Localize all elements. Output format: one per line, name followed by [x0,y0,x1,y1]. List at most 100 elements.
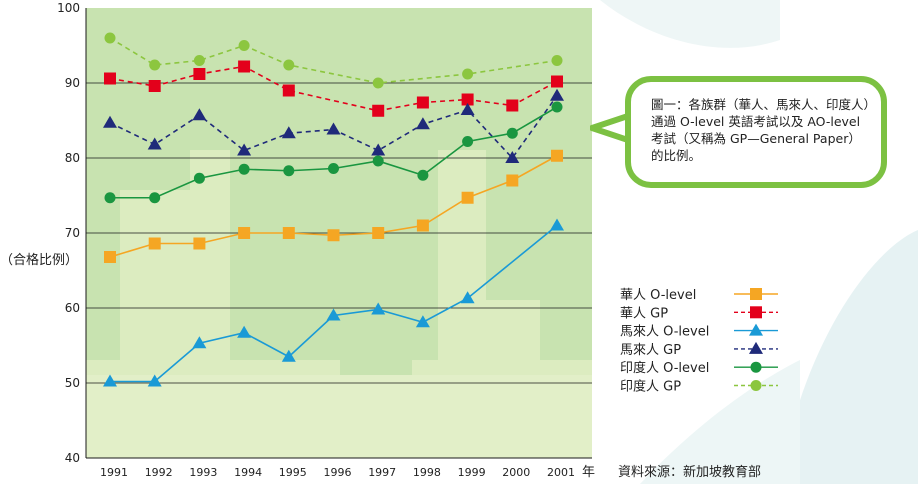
data-point [506,127,518,139]
data-point [551,55,563,66]
data-point [193,55,205,66]
data-point [149,192,161,204]
data-point [238,60,251,73]
data-point [416,96,429,109]
data-point [462,68,474,80]
data-point [551,101,563,113]
callout-note: 圖一：各族群（華人、馬來人、印度人）通過 O-level 英語考試以及 AO-l… [625,76,887,188]
data-point [148,237,161,250]
x-tick-label: 1997 [368,466,396,479]
x-tick-label: 1991 [100,466,128,479]
data-point [281,349,296,362]
data-point [103,115,117,128]
legend-label: 印度人 O-level [620,360,709,376]
data-point [238,227,251,239]
data-point [550,218,564,231]
data-point [372,104,385,117]
data-point [415,315,430,328]
data-point [193,68,206,80]
legend: 華人 O-level 華人 GP 馬來人 O-level 馬來人 GP 印度人 O-le… [620,288,778,395]
x-tick-label: 1993 [189,466,217,479]
data-point [238,163,250,175]
data-point [283,165,295,177]
y-tick-label: 80 [65,151,80,165]
y-tick-label: 90 [65,76,80,90]
data-point [460,103,475,115]
legend-marker [750,380,762,391]
data-point [372,77,384,89]
data-point [192,108,207,121]
data-point [462,136,474,147]
data-point [326,122,341,135]
data-point [506,174,519,187]
x-tick-label: 1995 [279,466,307,479]
y-tick-label: 50 [65,376,80,390]
x-tick-label: 1998 [413,466,441,479]
x-tick-label: 2001 [547,466,575,479]
x-tick-label: 1996 [324,466,352,479]
y-axis-ticks: 40 50 60 70 80 90 100 [57,1,80,465]
data-point [417,169,429,181]
data-point [461,191,474,204]
data-point [461,93,474,106]
data-point [326,308,341,321]
y-tick-label: 40 [65,451,80,465]
legend-marker [749,341,763,354]
y-axis-label: （合格比例） [0,252,78,268]
data-point [104,251,116,263]
data-point [416,219,429,232]
data-point [415,117,430,130]
data-point [103,374,117,387]
data-point [328,163,339,174]
legend-label: 印度人 GP [620,379,681,395]
data-point [104,32,116,44]
series-chinese_gp [104,60,563,117]
data-point [372,155,384,167]
data-point [281,126,296,139]
x-tick-label: 2000 [502,466,530,479]
data-point [372,227,385,239]
data-point [551,149,563,162]
x-tick-label: 1999 [458,466,486,479]
data-point [550,88,564,101]
legend-label: 華人 GP [620,306,668,321]
legend-label: 華人 O-level [620,288,696,303]
y-tick-label: 60 [65,301,80,315]
legend-marker [750,288,762,300]
data-point [506,99,519,112]
data-point [147,374,162,387]
legend-marker [750,361,762,373]
data-point [237,143,252,156]
data-point [104,72,116,85]
y-tick-label: 100 [57,1,80,15]
data-point [282,84,295,97]
data-point [371,302,386,315]
plot-band [86,375,592,458]
data-point [193,172,205,184]
x-tick-label: 1992 [145,466,173,479]
series-malay_olevel [103,218,564,387]
data-point [505,151,520,163]
data-point [282,227,295,239]
data-point [371,143,386,156]
source-text: 資料來源：新加坡教育部 [618,464,761,480]
legend-label: 馬來人 GP [620,343,681,358]
legend-label: 馬來人 O-level [620,325,709,340]
data-point [149,59,161,71]
data-point [104,192,116,204]
data-point [147,137,162,150]
data-point [460,291,475,304]
callout-note-text: 圖一：各族群（華人、馬來人、印度人）通過 O-level 英語考試以及 AO-l… [651,97,870,163]
data-point [193,237,206,250]
x-axis-unit-label: 年 [582,465,595,480]
y-tick-label: 70 [65,226,80,240]
series-indian_olevel [104,101,563,204]
data-point [327,229,340,242]
data-series [103,32,564,387]
legend-marker [749,323,763,336]
data-point [237,325,252,338]
data-point [551,75,563,88]
series-malay_gp [103,88,564,163]
